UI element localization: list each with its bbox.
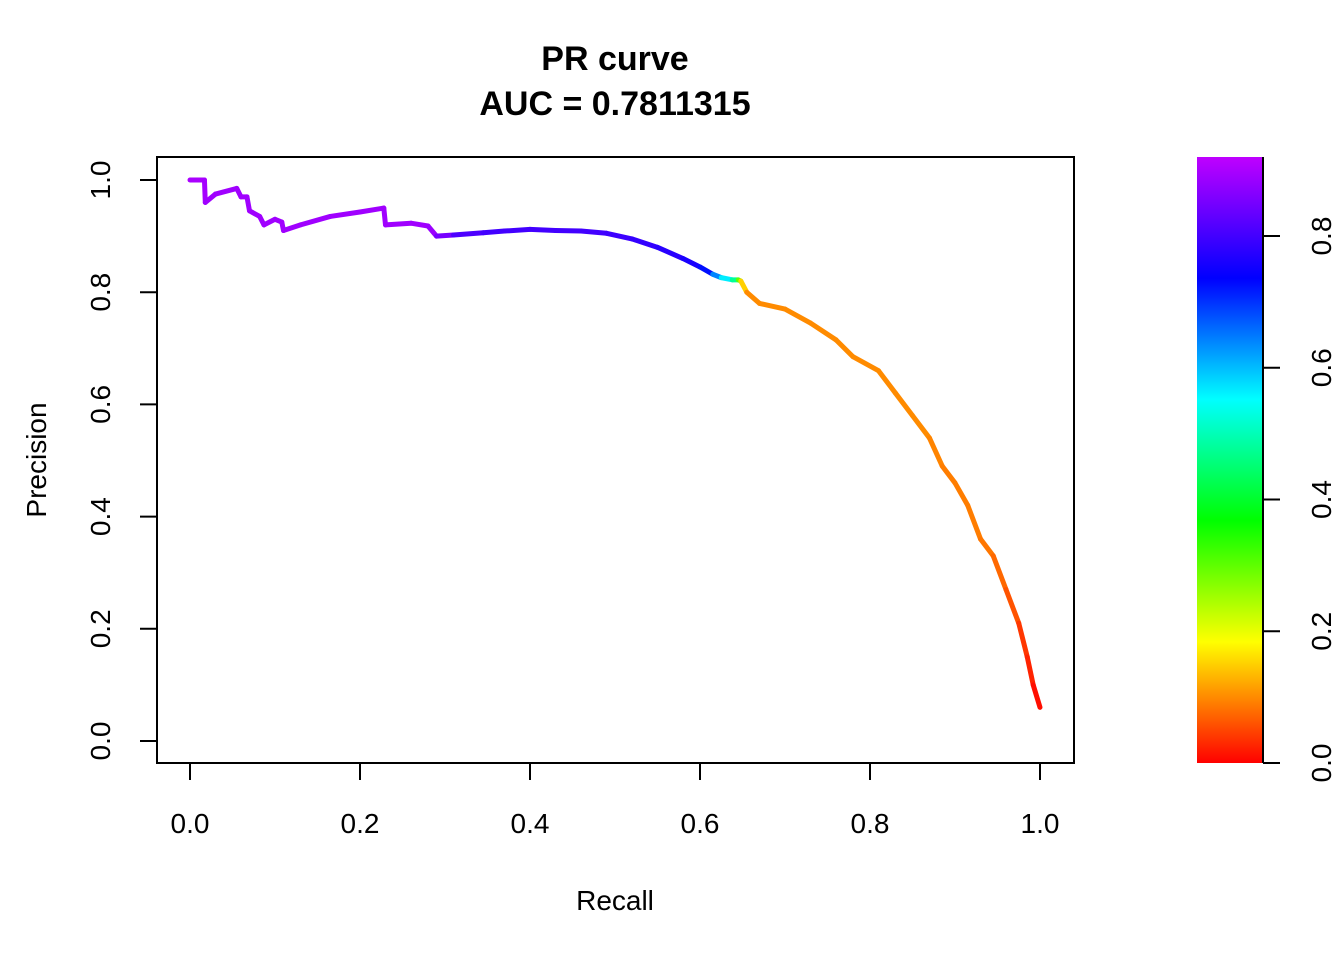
- pr-curve-segment: [927, 435, 945, 469]
- pr-curve-segment: [744, 289, 762, 306]
- pr-curve-segment: [990, 553, 1009, 593]
- pr-curve-segment: [357, 205, 387, 215]
- pr-curve-segment: [655, 244, 686, 262]
- x-axis-label: Recall: [576, 885, 654, 916]
- pr-curve-segment: [1024, 654, 1036, 688]
- pr-curve-segment: [298, 213, 333, 228]
- pr-curve-segment: [327, 209, 363, 219]
- y-tick-label: 0.6: [85, 385, 116, 424]
- pr-curve-segment: [553, 227, 584, 234]
- x-tick-label: 0.8: [851, 808, 890, 839]
- pr-curve-segment: [604, 230, 635, 242]
- pr-curve-segment: [1016, 620, 1030, 660]
- pr-curve-segment: [680, 256, 703, 270]
- pr-curve-segment: [910, 413, 932, 441]
- y-tick-label: 1.0: [85, 161, 116, 200]
- colorbar: [1197, 157, 1263, 763]
- pr-curve-segment: [757, 300, 788, 312]
- x-tick-label: 0.2: [341, 808, 380, 839]
- pr-curve-segment: [408, 220, 431, 229]
- pr-curve-segment: [939, 463, 958, 486]
- pr-curve-segment: [502, 226, 533, 234]
- x-tick-label: 0.0: [171, 808, 210, 839]
- plot-frame: [156, 156, 1075, 764]
- pr-curve-segment: [965, 502, 983, 542]
- x-tick-label: 0.6: [681, 808, 720, 839]
- pr-curve-segment: [480, 228, 507, 236]
- pr-curve-segment: [381, 205, 388, 228]
- pr-curve-segment: [213, 185, 240, 197]
- pr-curve-segment: [434, 232, 456, 239]
- pr-curve-segment: [629, 236, 660, 250]
- y-tick-label: 0.4: [85, 497, 116, 536]
- pr-curve-segment: [1003, 587, 1022, 626]
- x-axis: 0.0 0.2 0.4 0.6 0.8 1.0: [171, 762, 1060, 839]
- pr-curve-segment: [578, 228, 609, 236]
- pr-curve-segment: [782, 306, 813, 326]
- pr-curve-segment: [876, 368, 898, 396]
- pr-curve-segment: [451, 230, 486, 238]
- pr-curve-segment: [527, 226, 558, 233]
- pr-curve-segment: [201, 177, 208, 205]
- pr-curve-segment: [893, 390, 915, 419]
- pr-curve-segment: [1030, 682, 1043, 710]
- colorbar-tick-label: 0.0: [1306, 744, 1337, 783]
- x-tick-label: 0.4: [511, 808, 550, 839]
- y-tick-label: 0.2: [85, 609, 116, 648]
- chart-subtitle: AUC = 0.7811315: [479, 85, 750, 123]
- x-tick-label: 1.0: [1021, 808, 1060, 839]
- pr-curve-segment: [952, 480, 971, 508]
- y-axis-label: Precision: [21, 402, 52, 517]
- pr-curve-segment: [850, 354, 881, 374]
- pr-curve-segment: [833, 337, 856, 360]
- colorbar-tick-label: 0.4: [1306, 480, 1337, 519]
- pr-curve-segment: [281, 222, 303, 233]
- colorbar-tick-label: 0.8: [1306, 217, 1337, 256]
- chart-title: PR curve: [541, 40, 688, 78]
- pr-series-line: [187, 177, 1043, 710]
- pr-curve-segment: [383, 220, 414, 228]
- colorbar-axis: 0.0 0.2 0.4 0.6 0.8: [1263, 217, 1337, 783]
- y-axis: 0.0 0.2 0.4 0.6 0.8 1.0: [85, 161, 158, 761]
- y-tick-label: 0.0: [85, 722, 116, 761]
- pr-curve-segment: [978, 536, 996, 559]
- colorbar-tick-label: 0.6: [1306, 348, 1337, 387]
- pr-curve-segment: [808, 320, 839, 343]
- colorbar-tick-label: 0.2: [1306, 612, 1337, 651]
- y-tick-label: 0.8: [85, 273, 116, 312]
